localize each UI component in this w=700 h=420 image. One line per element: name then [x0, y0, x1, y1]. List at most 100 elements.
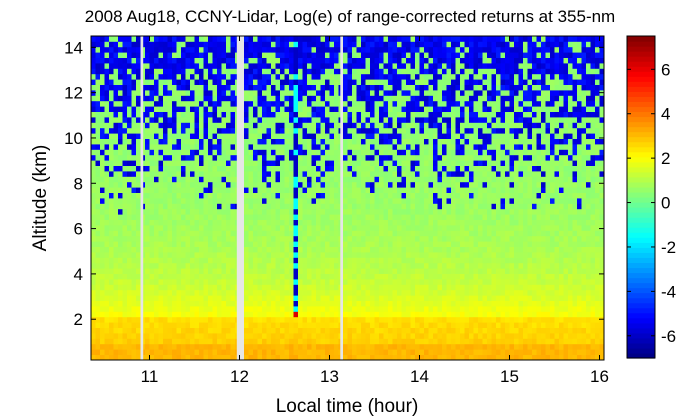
heatmap-cell [379, 354, 384, 361]
heatmap-cell [352, 327, 357, 334]
heatmap-cell [244, 311, 249, 318]
heatmap-cell [329, 63, 335, 69]
heatmap-cell [185, 57, 191, 64]
heatmap-cell [437, 122, 443, 129]
heatmap-cell [122, 306, 128, 312]
heatmap-cell [334, 106, 339, 112]
heatmap-cell [311, 349, 317, 355]
heatmap-cell [176, 295, 182, 301]
heatmap-cell [397, 63, 402, 69]
heatmap-cell [347, 262, 353, 269]
heatmap-cell [253, 300, 258, 307]
heatmap-cell [190, 111, 195, 118]
heatmap-cell [172, 41, 177, 48]
heatmap-cell [307, 273, 312, 280]
heatmap-cell [127, 214, 132, 220]
heatmap-cell [347, 46, 353, 53]
heatmap-cell [455, 295, 461, 301]
heatmap-cell [253, 181, 258, 188]
heatmap-cell [370, 52, 375, 58]
heatmap-cell [230, 257, 236, 264]
heatmap-cell [91, 127, 96, 134]
heatmap-cell [419, 133, 425, 139]
heatmap-cell [356, 79, 362, 85]
heatmap-cell [104, 176, 110, 183]
heatmap-cell [284, 354, 290, 361]
heatmap-cell [167, 349, 173, 355]
heatmap-cell [280, 100, 285, 107]
heatmap-cell [433, 252, 438, 258]
heatmap-cell [424, 138, 429, 145]
heatmap-cell [190, 203, 195, 210]
heatmap-cell [284, 349, 290, 355]
heatmap-cell [406, 284, 411, 291]
heatmap-cell [343, 300, 348, 307]
heatmap-cell [136, 203, 141, 210]
heatmap-cell [437, 192, 443, 199]
heatmap-cell [131, 100, 137, 107]
heatmap-cell [158, 79, 164, 85]
heatmap-cell [199, 273, 204, 280]
heatmap-cell [415, 343, 420, 350]
heatmap-cell [100, 171, 105, 177]
heatmap-cell [289, 273, 294, 280]
heatmap-cell [383, 235, 389, 242]
heatmap-cell [172, 262, 177, 269]
heatmap-cell [361, 235, 366, 242]
heatmap-cell [248, 73, 254, 80]
heatmap-cell [100, 41, 105, 48]
heatmap-cell [149, 57, 155, 64]
heatmap-cell [208, 246, 213, 253]
heatmap-cell [298, 117, 303, 123]
heatmap-cell [253, 198, 258, 204]
heatmap-cell [325, 111, 330, 118]
heatmap-cell [437, 154, 443, 161]
heatmap-cell [284, 306, 290, 312]
heatmap-cell [275, 322, 281, 328]
heatmap-cell [122, 268, 128, 274]
heatmap-cell [212, 176, 218, 183]
heatmap-cell [257, 111, 263, 118]
heatmap-cell [365, 311, 371, 318]
heatmap-cell [230, 192, 236, 199]
heatmap-cell [262, 284, 267, 291]
heatmap-cell [311, 52, 317, 58]
heatmap-cell [253, 84, 258, 91]
heatmap-cell [424, 295, 429, 301]
heatmap-cell [190, 52, 195, 58]
heatmap-cell [383, 52, 389, 58]
heatmap-cell [244, 100, 249, 107]
heatmap-cell [383, 208, 389, 215]
heatmap-cell [361, 100, 366, 107]
heatmap-cell [208, 111, 213, 118]
heatmap-cell [361, 289, 366, 296]
heatmap-cell [419, 41, 425, 48]
heatmap-cell [455, 122, 461, 129]
heatmap-cell [172, 84, 177, 91]
heatmap-cell [347, 90, 353, 96]
heatmap-cell [464, 300, 470, 307]
heatmap-cell [442, 165, 447, 172]
heatmap-cell [158, 73, 164, 80]
heatmap-cell [266, 316, 272, 323]
heatmap-cell [451, 36, 456, 42]
heatmap-cell [428, 90, 434, 96]
heatmap-cell [136, 154, 141, 161]
heatmap-cell [401, 230, 407, 237]
heatmap-cell [316, 354, 321, 361]
heatmap-cell [289, 90, 294, 96]
heatmap-cell [271, 354, 276, 361]
heatmap-cell [113, 316, 119, 323]
heatmap-cell [446, 306, 452, 312]
heatmap-cell [302, 100, 308, 107]
heatmap-cell [329, 268, 335, 274]
heatmap-cell [442, 252, 447, 258]
heatmap-cell [185, 262, 191, 269]
heatmap-cell [172, 343, 177, 350]
heatmap-cell [122, 208, 128, 215]
heatmap-cell [203, 192, 209, 199]
heatmap-cell [365, 241, 371, 247]
heatmap-cell [257, 165, 263, 172]
heatmap-cell [122, 117, 128, 123]
heatmap-cell [217, 95, 222, 102]
